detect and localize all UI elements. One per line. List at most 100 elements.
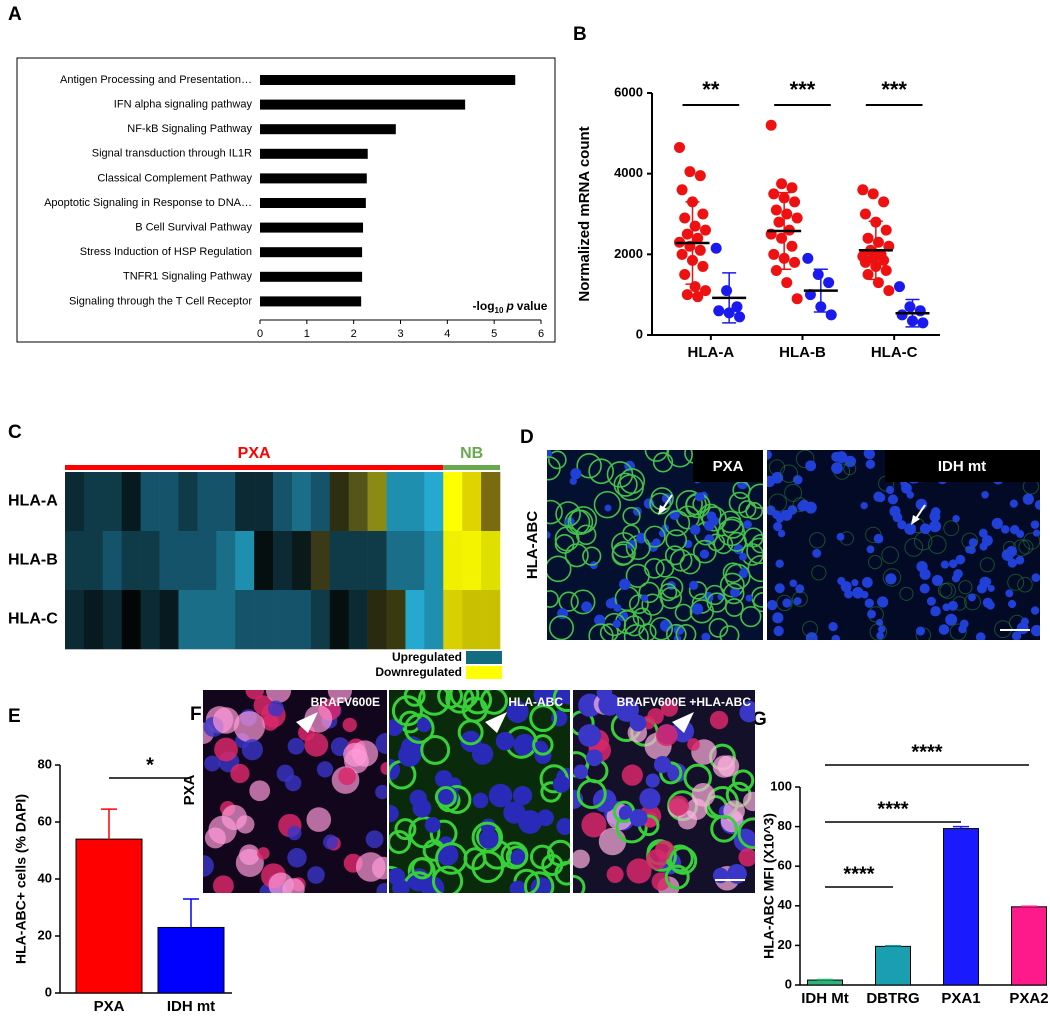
cell [802,620,819,637]
cell [518,810,542,834]
cell [881,546,899,564]
cell [793,597,802,606]
bar [943,828,979,986]
cell [342,717,357,732]
data-point [689,281,701,293]
data-point [765,119,777,131]
heatmap-cell [348,531,368,591]
cell [241,739,263,761]
cell [948,559,958,569]
data-point [904,301,916,313]
arrow-head [658,505,667,515]
cell [701,632,711,640]
cell [375,732,387,754]
cell [613,472,638,497]
cell [779,464,799,483]
cell [552,690,570,713]
heatmap-cell [291,590,312,650]
cell [968,593,976,602]
y-tick-label: 0 [636,326,643,341]
data-point [802,252,814,264]
data-point [894,281,905,293]
cell [797,501,808,512]
cell [952,514,960,523]
cell [668,846,698,875]
heatmap-cell [65,590,85,650]
cell [307,866,325,884]
cell [530,877,553,893]
legend-label: Upregulated [392,650,462,664]
cell [885,485,895,495]
cell [268,872,294,893]
x-tick-label: HLA-B [779,344,826,361]
cell [622,506,641,526]
data-point [896,309,908,321]
cell [643,525,666,548]
cell [582,546,602,566]
heatmap-cell [140,590,160,650]
cell [776,594,793,612]
y-tick-label: 4000 [614,165,643,180]
data-point [676,248,688,260]
cell [867,554,883,570]
data-point [781,208,793,220]
cell [323,834,339,850]
cell [1011,631,1022,640]
cell [567,509,594,536]
micrograph [573,690,755,893]
cell [612,619,621,629]
cell [719,572,745,598]
cell [774,583,785,594]
cell [873,533,884,544]
cell [644,558,665,579]
cell [665,623,687,640]
cell [784,483,803,502]
x-tick-label: IDH Mt [801,990,849,1007]
cell [394,818,417,841]
cell [929,520,942,533]
data-point [710,242,722,254]
cell [649,492,672,515]
side-label: HLA-ABC [524,511,541,579]
cell [1020,617,1029,626]
cell [723,800,745,822]
heatmap-cell [121,531,141,591]
cell [812,548,822,558]
x-tick-label: HLA-C [871,344,918,361]
arrow-head [911,515,920,525]
cell [287,847,307,868]
heatmap-cell [386,531,406,591]
cell [897,520,907,530]
heatmap-cell [65,472,85,532]
cell [949,623,967,640]
cell [809,532,826,549]
cell [976,583,987,594]
heatmap-cell [310,531,331,591]
data-point [692,291,704,303]
cell [772,510,781,520]
cell [380,762,387,775]
cell [398,743,422,767]
heatmap-cell [310,472,331,532]
error-bar [183,898,199,928]
cell [732,769,755,792]
cell [249,780,271,802]
cell [930,606,941,617]
cell [1030,520,1040,529]
label-sub: 10 [495,306,504,315]
cell [645,773,660,788]
cell [434,770,453,788]
legend-label: Downregulated [375,665,462,679]
cell [701,506,727,532]
x-tick-label: 4 [444,328,450,340]
cell [1007,558,1018,568]
cell [692,539,717,564]
cell [713,534,734,555]
cell [751,533,763,554]
error-bar [817,978,833,981]
cell [1018,539,1034,555]
cell [1017,576,1033,593]
cell [887,494,898,505]
heatmap-cell [273,531,293,591]
data-point [734,311,746,323]
